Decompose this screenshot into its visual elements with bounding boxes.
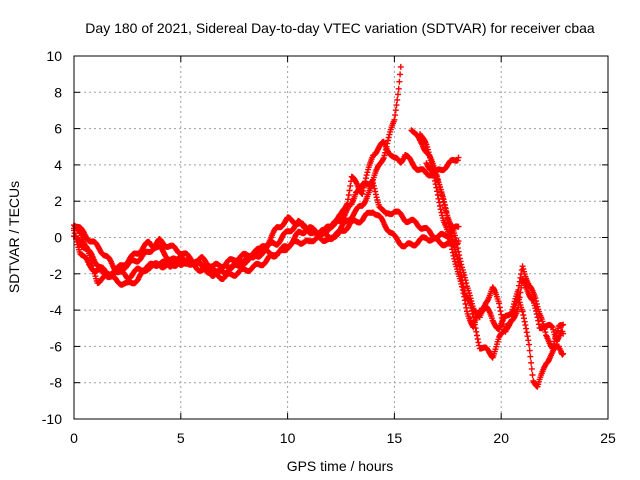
x-tick-label: 15 xyxy=(387,430,403,446)
grid xyxy=(74,56,608,419)
chart-title: Day 180 of 2021, Sidereal Day-to-day VTE… xyxy=(85,20,595,36)
y-tick-label: -6 xyxy=(50,338,63,354)
data-series xyxy=(71,63,567,390)
y-tick-label: -8 xyxy=(50,375,63,391)
y-tick-label: 10 xyxy=(46,48,62,64)
x-tick-label: 20 xyxy=(493,430,509,446)
y-axis-label: SDTVAR / TECUs xyxy=(6,181,22,293)
x-axis-label: GPS time / hours xyxy=(287,458,394,474)
series-markers xyxy=(423,160,567,352)
plot-frame xyxy=(73,55,609,420)
y-tick-label: -2 xyxy=(50,266,63,282)
y-tick-label: 4 xyxy=(54,157,62,173)
x-tick-label: 0 xyxy=(70,430,78,446)
axis-ticks: 0 5 10 15 20 25 -10 -8 -6 -4 -2 0 2 4 6 8 10 xyxy=(42,48,616,446)
y-tick-label: 0 xyxy=(54,230,62,246)
x-tick-label: 25 xyxy=(600,430,616,446)
x-tick-label: 10 xyxy=(280,430,296,446)
y-tick-label: -4 xyxy=(50,302,63,318)
series-track-7 xyxy=(423,160,567,352)
y-tick-label: -10 xyxy=(42,411,62,427)
x-tick-label: 5 xyxy=(177,430,185,446)
y-tick-label: 6 xyxy=(54,121,62,137)
y-tick-label: 8 xyxy=(54,84,62,100)
y-tick-label: 2 xyxy=(54,193,62,209)
